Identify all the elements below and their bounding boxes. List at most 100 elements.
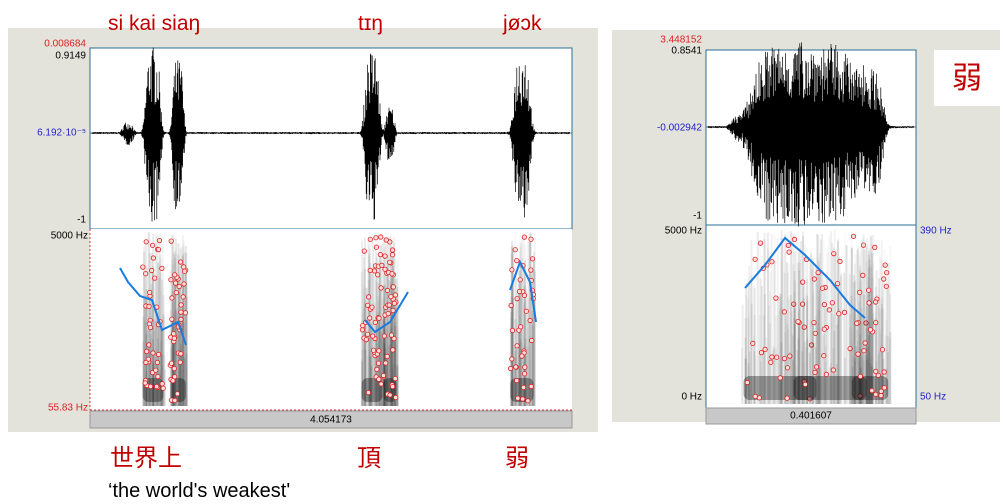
formant-dot bbox=[387, 392, 393, 398]
spectrogram-shade bbox=[179, 349, 182, 406]
right-duration-bar bbox=[705, 407, 917, 425]
spectrogram-shade bbox=[855, 345, 858, 404]
spectrogram-shade bbox=[367, 280, 370, 406]
spectrogram-shade bbox=[185, 353, 188, 406]
spectrogram-shade bbox=[783, 272, 786, 404]
formant-dot bbox=[378, 285, 384, 291]
formant-dot bbox=[174, 391, 180, 397]
spectrogram-shade bbox=[146, 344, 149, 406]
spectrogram-shade bbox=[142, 341, 145, 406]
spectrogram-shade bbox=[161, 279, 164, 406]
spectrogram-shade bbox=[365, 287, 368, 406]
spectrogram-shade bbox=[884, 335, 887, 404]
spec-top: 5000 Hz bbox=[665, 226, 702, 237]
formant-dot bbox=[390, 284, 396, 290]
formant-dot bbox=[390, 307, 396, 313]
spectrogram-shade bbox=[161, 354, 164, 406]
spectrogram-shade bbox=[379, 245, 382, 406]
spectrogram-shade bbox=[802, 297, 805, 404]
spectrogram-shade bbox=[148, 322, 151, 406]
spectrogram-shade bbox=[767, 248, 770, 404]
spectrogram-shade bbox=[798, 270, 801, 404]
formant-dot bbox=[520, 384, 527, 390]
formant-dot bbox=[784, 365, 791, 371]
formant-dot bbox=[385, 310, 391, 317]
spectrogram-shade bbox=[378, 263, 381, 406]
formant-dot bbox=[515, 395, 521, 401]
spectrogram-shade bbox=[178, 292, 180, 406]
formant-dot bbox=[388, 332, 395, 338]
spectrogram-shade bbox=[877, 305, 879, 404]
spectrogram-shade bbox=[802, 286, 805, 404]
formant-dot bbox=[364, 331, 371, 337]
spectrogram-shade bbox=[177, 275, 180, 406]
spectrogram-shade bbox=[371, 367, 373, 406]
spectrogram-shade bbox=[856, 250, 859, 404]
spectrogram-shade bbox=[861, 314, 864, 404]
spectrogram-shade bbox=[798, 262, 801, 404]
spectrogram-shade bbox=[857, 354, 860, 404]
spectrogram-shade bbox=[383, 311, 386, 406]
formant-dot bbox=[830, 367, 837, 373]
formant-dot bbox=[392, 292, 398, 298]
spectrogram-shade bbox=[858, 334, 861, 404]
spectrogram-shade bbox=[856, 341, 859, 404]
formant-dot bbox=[811, 319, 817, 326]
spectrogram-shade bbox=[880, 304, 883, 404]
spectrogram-shade bbox=[875, 295, 878, 404]
spectrogram-shade bbox=[855, 314, 858, 404]
formant-dot bbox=[391, 300, 397, 306]
spectrogram-shade bbox=[184, 358, 187, 406]
spectrogram-shade bbox=[882, 358, 885, 404]
formant-dot bbox=[521, 371, 528, 377]
spectrogram-shade bbox=[770, 234, 773, 404]
formant-dot bbox=[377, 252, 383, 258]
spectrogram-shade bbox=[854, 280, 857, 404]
spectrogram-shade bbox=[143, 275, 146, 406]
formant-dot bbox=[169, 316, 175, 322]
formant-dot bbox=[180, 294, 186, 300]
spectrogram-shade bbox=[880, 299, 882, 404]
spectrogram-shade bbox=[182, 281, 185, 406]
spectrogram-shade bbox=[162, 313, 165, 406]
spectrogram-shade bbox=[361, 349, 364, 406]
wave-mid: 6.192·10⁻⁵ bbox=[37, 128, 86, 139]
formant-dot bbox=[367, 315, 373, 321]
formant-dot bbox=[777, 375, 783, 381]
spectrogram-shade bbox=[521, 238, 524, 406]
formant-dot bbox=[173, 280, 179, 286]
spectrogram-shade bbox=[866, 347, 869, 404]
spectrogram-shade bbox=[173, 251, 176, 406]
spectrogram-shade bbox=[792, 358, 795, 404]
formant-dot bbox=[513, 364, 519, 370]
spectrogram-shade bbox=[802, 231, 805, 404]
formant-dot bbox=[522, 364, 528, 370]
formant-dot bbox=[787, 353, 793, 359]
spectrogram-shade bbox=[515, 349, 518, 406]
spectrogram-shade bbox=[172, 301, 175, 406]
formant-dot bbox=[881, 276, 887, 282]
spectrogram-shade bbox=[784, 234, 787, 404]
spectrogram-shade bbox=[837, 308, 840, 404]
spectrogram-shade bbox=[865, 327, 868, 404]
spectrogram-shade bbox=[849, 327, 852, 404]
spectrogram-shade bbox=[871, 234, 874, 404]
formant-dot bbox=[171, 335, 177, 341]
formant-dot bbox=[509, 327, 516, 334]
formant-dot bbox=[807, 396, 813, 402]
spectrogram-shade bbox=[179, 344, 182, 406]
formant-dot bbox=[873, 368, 879, 374]
spectrogram-shade bbox=[380, 339, 383, 406]
spectrogram-shade bbox=[517, 270, 520, 406]
spectrogram-shade bbox=[852, 304, 855, 404]
formant-dot bbox=[769, 354, 775, 360]
spectrogram-shade bbox=[531, 311, 534, 406]
spectrogram-shade bbox=[753, 288, 756, 404]
spectrogram-shade bbox=[524, 287, 527, 406]
formant-dot bbox=[392, 375, 398, 382]
spectrogram-shade bbox=[866, 327, 869, 404]
formant-dot bbox=[142, 380, 148, 386]
spectrogram-shade bbox=[148, 345, 151, 406]
formant-dot bbox=[517, 277, 523, 283]
spectrogram-shade bbox=[879, 334, 882, 404]
